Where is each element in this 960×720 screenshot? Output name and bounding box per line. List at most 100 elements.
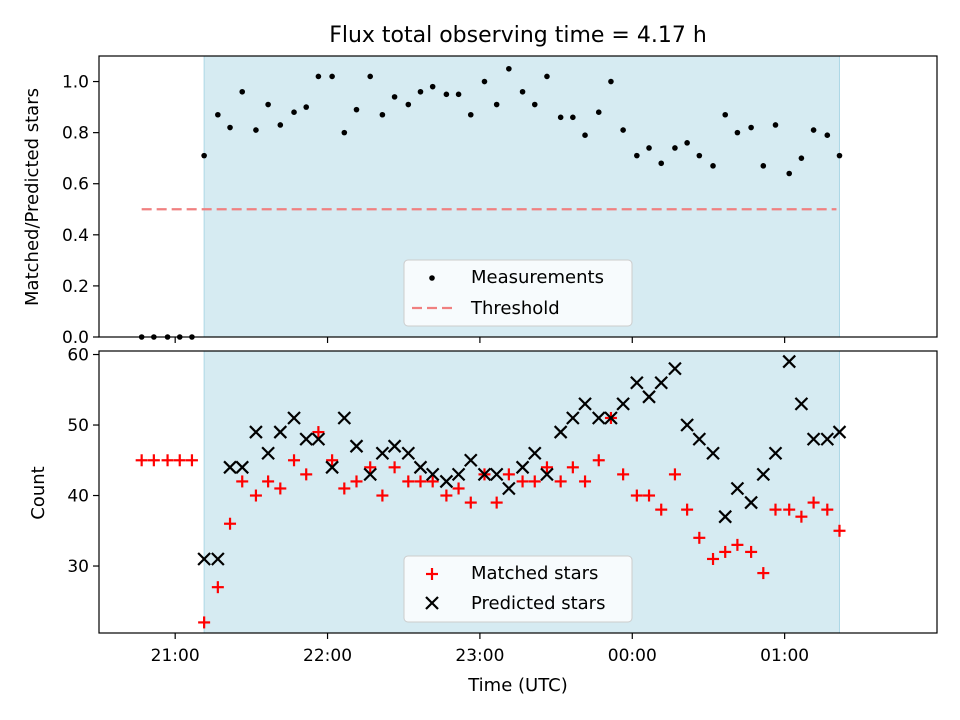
matched-star-point (731, 538, 744, 551)
measurement-point (329, 73, 335, 80)
measurement-point (798, 155, 805, 161)
matched-star-point (300, 468, 313, 481)
matched-star-point (224, 517, 237, 530)
matched-star-point (312, 426, 325, 439)
predicted-star-point (197, 552, 211, 566)
bottom-y-axis-label: Count (28, 466, 49, 519)
measurement-point (277, 122, 284, 128)
x-tick-label: 22:00 (303, 646, 352, 666)
measurement-point (810, 127, 817, 133)
predicted-star-point (730, 481, 745, 496)
predicted-star-point (223, 460, 237, 475)
predicted-star-point (680, 418, 694, 432)
predicted-star-point (768, 446, 783, 461)
predicted-star-point (566, 411, 580, 425)
matched-star-point (274, 482, 287, 495)
measurement-point (646, 145, 652, 151)
x-tick-label: 21:00 (151, 646, 200, 666)
matched-star-point (350, 475, 363, 488)
measurement-point (684, 140, 690, 146)
predicted-star-point (820, 432, 835, 446)
top-y-tick-label: 0.2 (62, 277, 89, 297)
bottom-x-ticks: 21:00 22:00 23:00 00:00 01:00 (151, 633, 809, 666)
matched-star-point (516, 475, 529, 488)
bottom-y-ticks: 30 40 50 60 (67, 346, 99, 577)
matched-star-point (769, 503, 782, 516)
measurement-point (429, 83, 436, 90)
predicted-star-point (477, 467, 492, 482)
predicted-star-point (832, 425, 847, 439)
top-y-tick-label: 0.0 (62, 328, 89, 348)
top-y-ticks: 0.0 0.2 0.4 0.6 0.8 1.0 (62, 73, 99, 348)
matched-star-point (528, 475, 541, 488)
legend-matched-marker (426, 568, 438, 580)
measurement-point (493, 101, 500, 108)
predicted-star-point (489, 467, 504, 482)
matched-star-point (147, 454, 160, 467)
measurement-point (608, 78, 614, 85)
measurement-point (748, 124, 754, 131)
measurement-point (836, 152, 843, 159)
legend-predicted-marker (425, 596, 439, 610)
predicted-star-point (311, 432, 326, 446)
matched-star-point (745, 545, 758, 558)
measurement-point (519, 88, 526, 95)
matched-star-point (414, 475, 427, 488)
bottom-y-tick-label: 50 (67, 416, 89, 436)
bottom-axes-frame (98, 350, 938, 634)
measurement-point (315, 73, 322, 80)
predicted-star-point (553, 425, 568, 439)
predicted-star-point (261, 446, 275, 461)
bottom-y-tick-label: 40 (67, 487, 89, 507)
measurement-point (291, 109, 297, 115)
predicted-star-point (744, 495, 758, 510)
matched-star-point (426, 475, 439, 488)
matched-star-point (338, 482, 351, 495)
matched-star-point (262, 475, 275, 488)
measurement-point (710, 163, 716, 169)
measurement-point (379, 111, 386, 118)
matched-star-point (364, 461, 377, 474)
measurement-point (696, 152, 703, 159)
matched-star-point (681, 503, 694, 516)
measurement-point (760, 163, 767, 169)
predicted-star-point (630, 375, 644, 390)
matched-star-point (630, 489, 643, 502)
measurement-point (467, 111, 474, 118)
predicted-star-point (782, 354, 796, 369)
measurement-point (353, 106, 360, 113)
matched-star-point (707, 552, 720, 565)
matched-star-point (440, 489, 453, 502)
predicted-star-point (211, 552, 225, 566)
measurement-point (544, 73, 550, 80)
legend-measurements-label: Measurements (471, 267, 604, 288)
measurement-point (201, 152, 207, 159)
predicted-star-point (375, 446, 390, 461)
matched-star-point (719, 545, 732, 558)
matched-star-point (236, 475, 249, 488)
measurement-point (722, 111, 729, 118)
predicted-star-point (706, 446, 720, 461)
measurement-point (367, 73, 374, 80)
measurement-point (391, 94, 398, 100)
matched-star-point (566, 461, 579, 474)
predicted-stars-series (197, 354, 847, 566)
top-legend: Measurements Threshold (403, 259, 633, 327)
matched-star-point (833, 524, 846, 537)
x-tick-label: 23:00 (455, 646, 504, 666)
predicted-star-point (794, 397, 809, 411)
predicted-star-point (363, 467, 377, 482)
matched-star-point (161, 454, 174, 467)
predicted-star-point (578, 397, 592, 411)
matched-star-point (464, 496, 477, 509)
predicted-star-point (401, 446, 416, 461)
top-axes-frame (98, 55, 938, 338)
predicted-star-point (806, 432, 821, 446)
legend-matched-label: Matched stars (471, 563, 598, 584)
matched-star-point (693, 531, 706, 544)
predicted-star-point (692, 432, 707, 446)
matched-star-point (592, 454, 605, 467)
matched-star-point (795, 510, 808, 523)
matched-star-point (668, 468, 681, 481)
